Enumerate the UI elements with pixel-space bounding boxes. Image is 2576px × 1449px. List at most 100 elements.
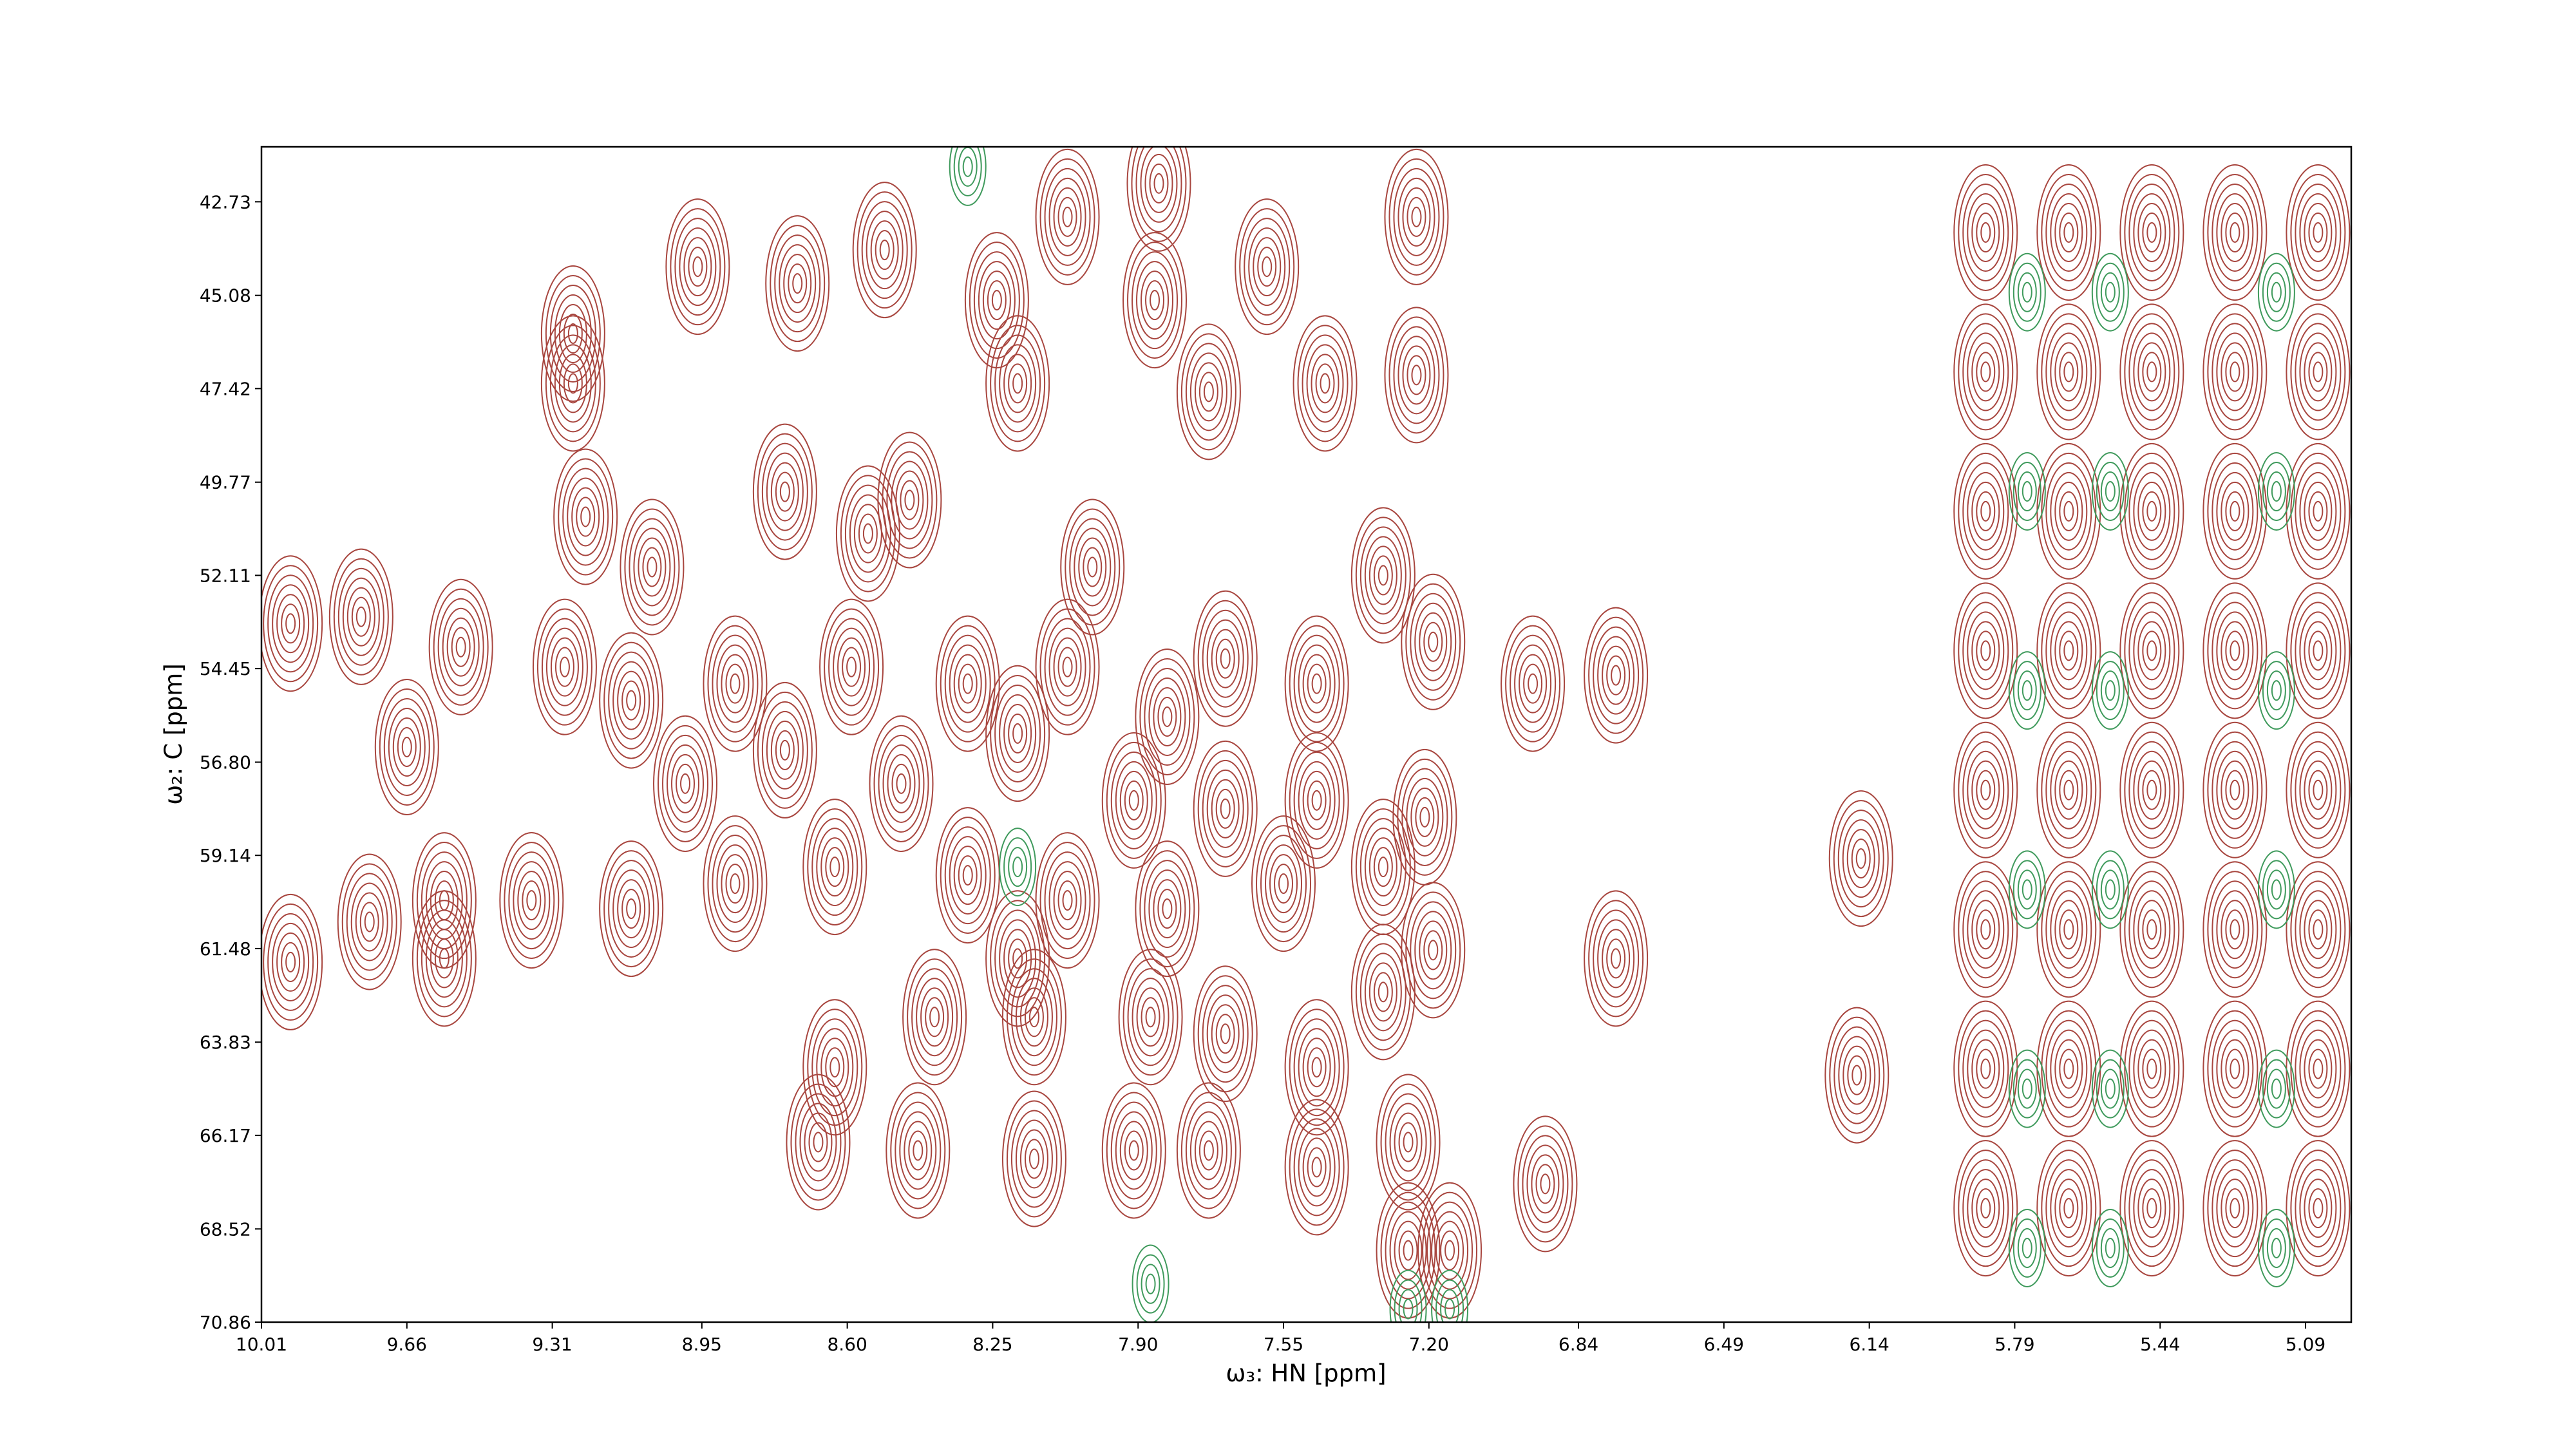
peak-contour — [2202, 1140, 2268, 1277]
peak-contour — [2202, 721, 2268, 858]
peak-contour — [819, 598, 884, 735]
peak-contour — [2036, 1000, 2101, 1137]
peak-contour — [428, 578, 493, 715]
peak-contour — [752, 423, 817, 560]
y-tick-label: 63.83 — [200, 1032, 251, 1053]
peak-contour — [2036, 582, 2101, 719]
peak-contour — [499, 832, 564, 969]
peak-contour — [2036, 164, 2101, 301]
peak-contour — [1101, 1082, 1166, 1219]
peak-contour — [412, 832, 477, 969]
x-tick-label: 5.44 — [2140, 1334, 2180, 1355]
x-tick-label: 7.20 — [1409, 1334, 1449, 1355]
peak-contour — [1384, 148, 1449, 285]
peak-contour — [1176, 323, 1241, 460]
peak-contour — [1513, 1115, 1578, 1253]
peak-contour — [599, 840, 664, 977]
peak-contour — [802, 799, 867, 936]
peak-contour — [1193, 590, 1258, 727]
peak-contour — [1824, 1007, 1889, 1144]
peak-contour — [2119, 582, 2184, 719]
peak-contour — [1251, 815, 1316, 952]
peak-contour — [2119, 721, 2184, 858]
x-tick-label: 6.84 — [1558, 1334, 1598, 1355]
x-tick-label: 7.90 — [1118, 1334, 1158, 1355]
peak-contour — [935, 615, 1000, 752]
peak-contour — [1828, 790, 1893, 927]
peak-contour — [2036, 721, 2101, 858]
peak-contour — [412, 890, 477, 1027]
peak-contour — [2257, 850, 2295, 929]
x-tick-label: 10.01 — [236, 1334, 287, 1355]
peak-contour — [328, 548, 393, 685]
peak-contour — [1060, 498, 1125, 636]
peak-contour — [886, 1082, 951, 1219]
peak-contour — [2119, 442, 2184, 580]
peak-contour — [1384, 307, 1449, 444]
peak-contour — [2286, 1000, 2351, 1137]
axes-frame — [260, 146, 2353, 1323]
y-tick-label: 45.08 — [200, 285, 251, 307]
peak-contour — [2008, 1049, 2046, 1128]
peak-contour — [2202, 861, 2268, 998]
peak-contour — [1035, 832, 1100, 969]
peak-contour — [553, 448, 618, 585]
x-tick-label: 6.49 — [1704, 1334, 1744, 1355]
peak-contour — [1584, 890, 1649, 1027]
peak-contour — [2091, 1208, 2129, 1287]
peak-contour — [1193, 740, 1258, 877]
peak-contour — [1953, 164, 2018, 301]
peak-contour — [2202, 303, 2268, 440]
peak-contour — [703, 815, 768, 952]
peak-contour — [2286, 303, 2351, 440]
peak-contour — [1035, 148, 1100, 285]
peak-contour — [2286, 861, 2351, 998]
peak-contour — [2119, 303, 2184, 440]
peak-contour — [1417, 1182, 1482, 1319]
peak-contour — [1135, 840, 1200, 977]
peak-contour — [2119, 1000, 2184, 1137]
peak-contour — [1126, 147, 1191, 252]
peak-contour — [1584, 607, 1649, 744]
x-tick-label: 9.31 — [532, 1334, 572, 1355]
peak-contour — [786, 1074, 851, 1211]
peak-contour — [1953, 442, 2018, 580]
peak-contour — [540, 315, 605, 452]
peak-contour — [2036, 1140, 2101, 1277]
peak-contour — [2286, 442, 2351, 580]
peak-contour — [1293, 315, 1358, 452]
peak-contour — [765, 215, 830, 352]
peak-contour — [2091, 1049, 2129, 1128]
peak-contour — [1001, 1090, 1066, 1227]
peak-contour — [2036, 861, 2101, 998]
y-axis-label: ω₂: C [ppm] — [160, 663, 187, 805]
peak-contour — [1235, 198, 1300, 336]
peak-contour — [703, 615, 768, 752]
peak-contour — [2119, 861, 2184, 998]
peak-contour — [2008, 850, 2046, 929]
peak-contour — [2008, 651, 2046, 730]
y-tick-label: 47.42 — [200, 378, 251, 399]
peak-contour — [1284, 615, 1349, 752]
peak-contour — [1132, 1244, 1170, 1322]
peak-contour — [653, 715, 718, 852]
peak-contour — [599, 632, 664, 769]
peak-contour — [1501, 615, 1566, 752]
peak-contour — [2257, 252, 2295, 332]
peak-contour — [1431, 1269, 1469, 1322]
x-axis-label: ω₃: HN [ppm] — [1226, 1359, 1386, 1387]
peak-contour — [2119, 1140, 2184, 1277]
peak-contour — [337, 853, 402, 990]
peak-contour — [1953, 861, 2018, 998]
peak-contour — [2257, 1049, 2295, 1128]
peak-contour — [1193, 965, 1258, 1103]
peak-contour — [665, 198, 730, 336]
peak-contour — [1392, 748, 1457, 886]
peak-contour — [2008, 1208, 2046, 1287]
peak-contour — [935, 807, 1000, 944]
peak-contour — [802, 999, 867, 1136]
y-tick-label: 42.73 — [200, 191, 251, 213]
peak-contour — [2286, 1140, 2351, 1277]
peak-contour — [261, 555, 323, 692]
